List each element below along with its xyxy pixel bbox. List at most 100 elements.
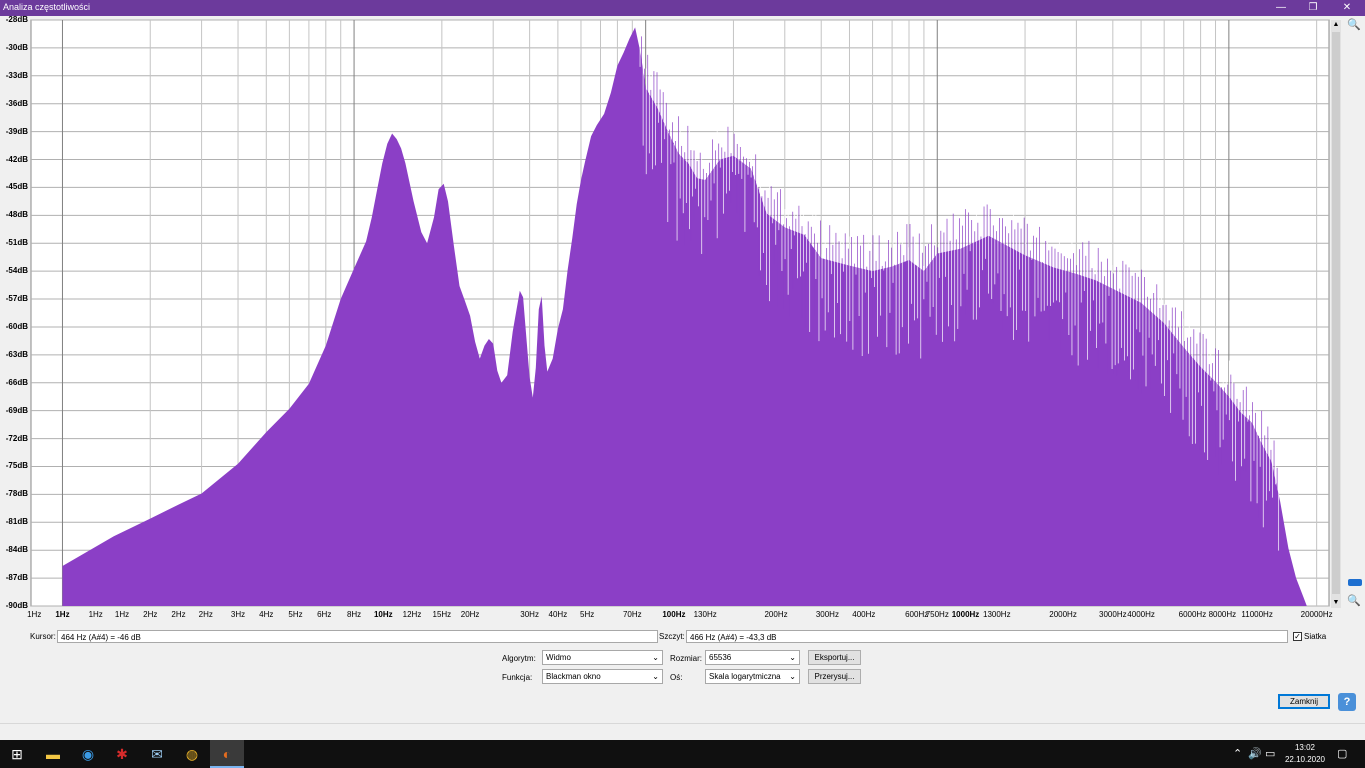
taskbar: ⊞ ▬ ◉ ✱ ✉ ◍ ◐ ⌃ 🔊 ▭ ▢ <box>0 740 1365 768</box>
y-tick-label: -81dB <box>5 517 28 527</box>
algorithm-select[interactable]: Widmo ⌄ <box>542 650 663 665</box>
minimize-button[interactable]: — <box>1276 2 1286 13</box>
x-tick-label: 2000Hz <box>1049 610 1077 619</box>
x-tick-label: 300Hz <box>815 610 839 619</box>
grid-label: Siatka <box>1304 632 1327 641</box>
status-bar <box>0 723 1365 724</box>
export-button[interactable]: Eksportuj... <box>808 650 861 665</box>
close-dialog-button[interactable]: Zamknij <box>1278 694 1330 709</box>
volume-icon[interactable]: 🔊 <box>1248 748 1262 760</box>
x-tick-label: 6Hz <box>317 610 332 619</box>
axis-label: Oś: <box>670 673 683 682</box>
x-tick-label: 1Hz <box>27 610 42 619</box>
y-tick-label: -63dB <box>5 349 28 359</box>
x-tick-label: 600Hz <box>905 610 929 619</box>
edge-icon[interactable]: ◉ <box>81 746 95 762</box>
y-tick-label: -78dB <box>5 489 28 499</box>
scrollbar-thumb[interactable] <box>1332 32 1340 594</box>
tray-chevron-icon[interactable]: ⌃ <box>1233 748 1243 760</box>
x-tick-label: 10Hz <box>373 610 393 619</box>
size-label: Rozmiar: <box>670 654 703 663</box>
chevron-down-icon: ⌄ <box>789 672 796 681</box>
red-app-icon[interactable]: ✱ <box>116 746 128 762</box>
mail-icon[interactable]: ✉ <box>151 746 163 762</box>
chevron-down-icon: ⌄ <box>652 672 659 681</box>
window-title: Analiza częstotliwości <box>3 2 91 12</box>
grid-checkbox[interactable]: ✓ <box>1293 632 1302 641</box>
x-tick-label: 40Hz <box>548 610 568 619</box>
y-tick-label: -48dB <box>5 210 28 220</box>
windows-start-icon[interactable]: ⊞ <box>11 746 23 762</box>
x-tick-label: 4000Hz <box>1127 610 1155 619</box>
x-tick-label: 70Hz <box>622 610 642 619</box>
y-tick-label: -75dB <box>5 461 28 471</box>
network-icon[interactable]: ▭ <box>1265 748 1276 760</box>
scroll-down-icon[interactable]: ▼ <box>1332 599 1340 606</box>
x-tick-label: 1000Hz <box>951 610 980 619</box>
x-tick-label: 1Hz <box>88 610 103 619</box>
x-tick-label: 30Hz <box>520 610 539 619</box>
zoom-in-icon[interactable]: 🔍 <box>1347 19 1361 31</box>
y-tick-label: -42dB <box>5 154 28 164</box>
y-tick-label: -60dB <box>5 321 28 331</box>
axis-select[interactable]: Skala logarytmiczna ⌄ <box>705 669 800 684</box>
help-button[interactable]: ? <box>1338 693 1356 711</box>
peak-label: Szczyt: <box>659 632 685 641</box>
x-tick-label: 400Hz <box>852 610 876 619</box>
y-tick-label: -66dB <box>5 377 28 387</box>
y-tick-label: -57dB <box>5 294 28 304</box>
file-explorer-icon[interactable]: ▬ <box>46 746 60 762</box>
y-tick-label: -51dB <box>5 238 28 248</box>
y-tick-label: -28dB <box>5 15 28 24</box>
y-tick-label: -30dB <box>5 42 28 52</box>
axis-value: Skala logarytmiczna <box>709 672 781 681</box>
y-tick-label: -90dB <box>5 601 28 610</box>
notifications-icon[interactable]: ▢ <box>1337 748 1348 760</box>
y-tick-label: -36dB <box>5 98 28 108</box>
chrome-icon[interactable]: ◍ <box>185 746 199 762</box>
x-tick-label: 8000Hz <box>1208 610 1237 619</box>
size-select[interactable]: 65536 ⌄ <box>705 650 800 665</box>
x-tick-label: 130Hz <box>693 610 717 619</box>
chevron-down-icon: ⌄ <box>789 653 796 662</box>
spectrum-area <box>62 27 1307 606</box>
function-value: Blackman okno <box>546 672 601 681</box>
title-bar: Analiza częstotliwości — ❐ ✕ <box>0 0 1365 16</box>
y-tick-label: -87dB <box>5 573 28 583</box>
close-window-button[interactable]: ✕ <box>1342 2 1352 13</box>
x-tick-label: 2Hz <box>143 610 158 619</box>
replot-button[interactable]: Przerysuj... <box>808 669 861 684</box>
x-tick-label: 12Hz <box>402 610 422 619</box>
vertical-scrollbar[interactable]: ▲ ▼ <box>1331 20 1341 608</box>
function-select[interactable]: Blackman okno ⌄ <box>542 669 663 684</box>
cursor-field: 464 Hz (A#4) = -46 dB <box>57 630 658 643</box>
x-tick-label: 1Hz <box>114 610 130 619</box>
x-tick-label: 3Hz <box>230 610 246 619</box>
x-tick-label: 5Hz <box>288 610 303 619</box>
scroll-up-icon[interactable]: ▲ <box>1332 21 1340 28</box>
x-tick-label: 8Hz <box>346 610 362 619</box>
y-tick-label: -72dB <box>5 433 28 443</box>
audacity-icon[interactable]: ◐ <box>210 740 244 768</box>
x-tick-label: 3000Hz <box>1099 610 1127 619</box>
taskbar-clock[interactable]: 13:02 22.10.2020 <box>1280 742 1330 766</box>
zoom-out-icon[interactable]: 🔍 <box>1347 595 1361 607</box>
y-tick-label: -33dB <box>5 70 28 80</box>
x-tick-label: 1300Hz <box>982 610 1011 619</box>
y-tick-label: -54dB <box>5 266 28 276</box>
x-tick-label: 750Hz <box>925 610 949 619</box>
x-tick-label: 2Hz <box>198 610 213 619</box>
y-tick-label: -69dB <box>5 405 28 415</box>
x-tick-label: 11000Hz <box>1241 610 1273 619</box>
clock-time: 13:02 <box>1294 743 1316 752</box>
function-label: Funkcja: <box>502 673 533 682</box>
y-tick-label: -84dB <box>5 545 28 555</box>
zoom-slider-handle[interactable] <box>1348 579 1362 586</box>
algorithm-label: Algorytm: <box>502 654 536 663</box>
spectrum-chart <box>30 19 1330 607</box>
x-tick-label: 4Hz <box>259 610 274 619</box>
x-tick-label: 20000Hz <box>1300 610 1333 619</box>
y-tick-label: -39dB <box>5 126 28 136</box>
x-tick-label: 100Hz <box>662 610 686 619</box>
restore-button[interactable]: ❐ <box>1308 2 1318 13</box>
